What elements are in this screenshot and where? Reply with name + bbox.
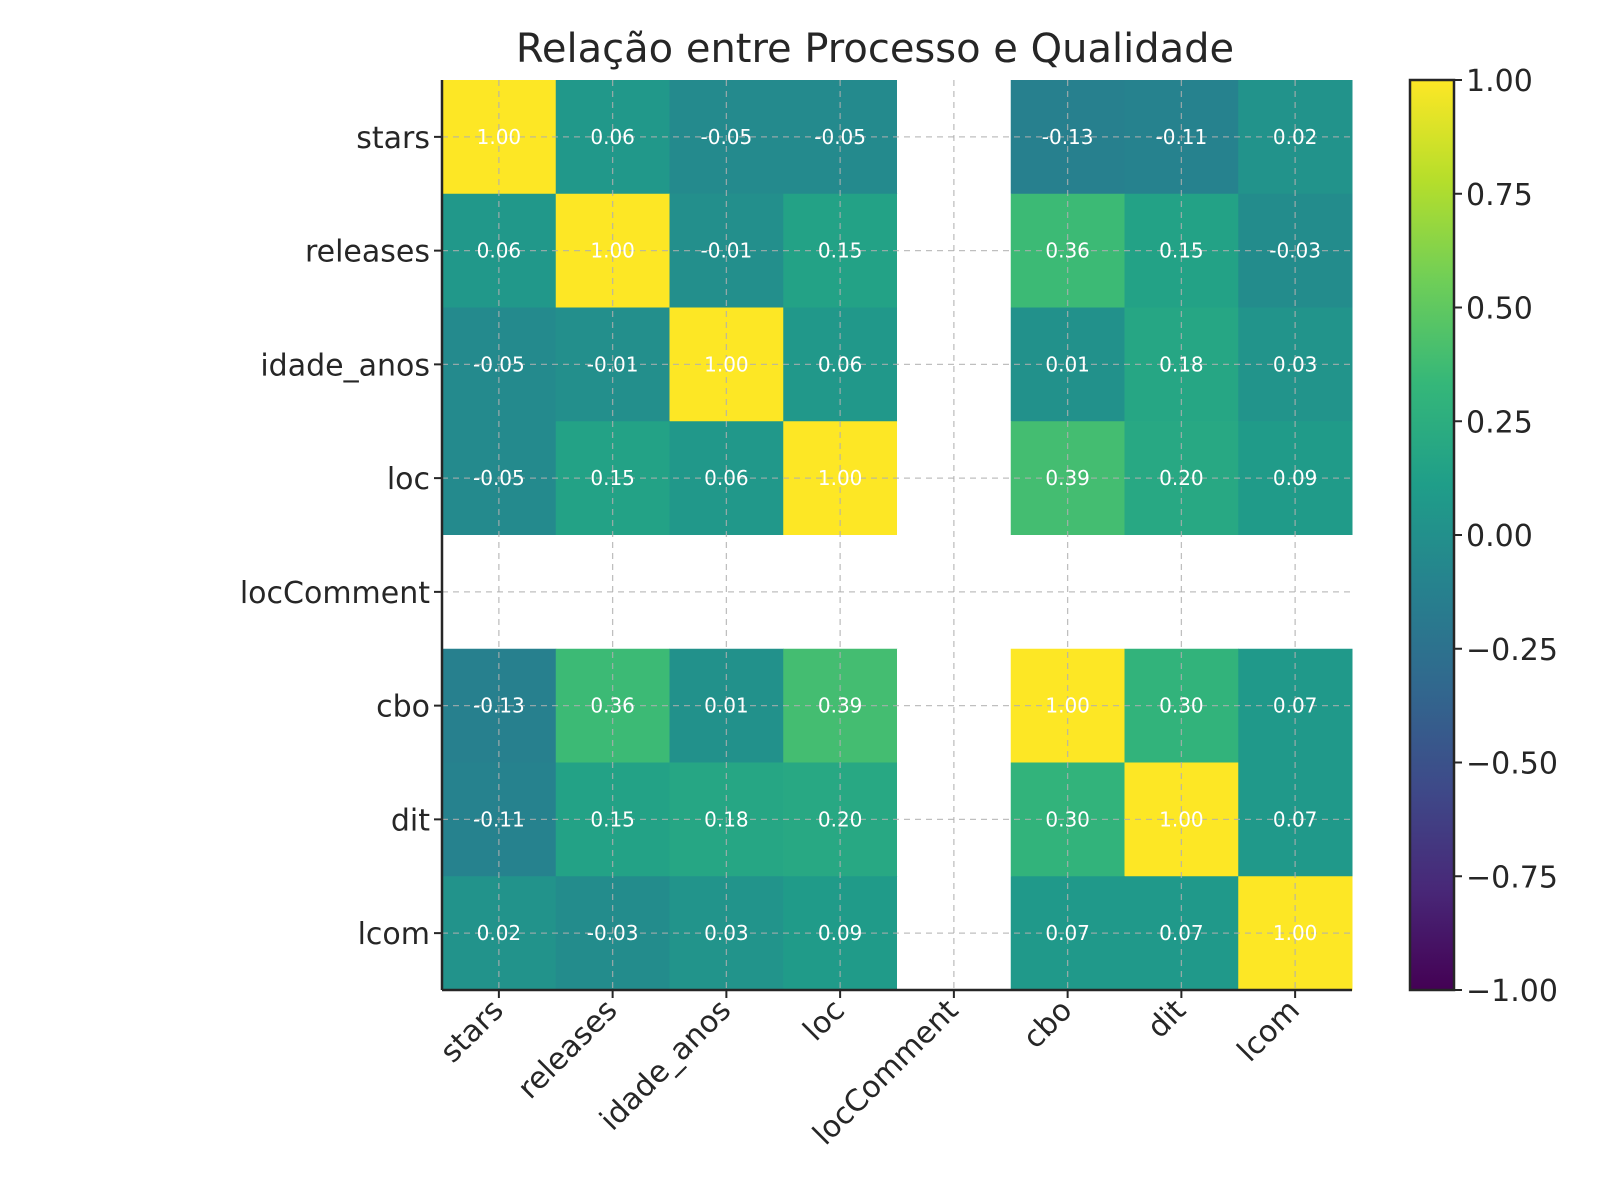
- cell-value-label: 0.09: [1273, 466, 1318, 490]
- y-tick-label: stars: [356, 121, 430, 156]
- colorbar: 1.00 0.75 0.50 0.25 0.00 −0.25 −0.50 −0.75 −1.00: [1408, 64, 1558, 1009]
- cell-value-label: -0.05: [814, 125, 866, 149]
- colorbar-gradient: [1408, 78, 1456, 992]
- cell-value-label: 0.07: [1159, 921, 1204, 945]
- cell-value-label: -0.03: [587, 921, 639, 945]
- x-tick-label: loc: [796, 993, 851, 1048]
- cell-value-label: -0.05: [701, 125, 753, 149]
- cell-value-label: 0.36: [590, 694, 635, 718]
- cell-value-label: -0.01: [587, 352, 639, 376]
- cell-value-label: 0.02: [477, 921, 522, 945]
- cell-value-label: 1.00: [477, 125, 522, 149]
- x-tick-label: lcom: [1231, 993, 1307, 1069]
- colorbar-tick-label: −0.75: [1466, 860, 1558, 895]
- grid-lines: [442, 80, 1352, 990]
- colorbar-tick-label: 0.25: [1466, 405, 1533, 440]
- cell-value-label: -0.05: [473, 352, 525, 376]
- cell-labels: 1.00 0.06 -0.05 -0.05 -0.13 -0.11 0.02 0.06 1.00…: [473, 125, 1321, 945]
- cell-value-label: 1.00: [818, 466, 863, 490]
- y-tick-label: locComment: [240, 576, 430, 611]
- y-tick-label: loc: [387, 462, 430, 497]
- cell-value-label: 0.30: [1045, 807, 1090, 831]
- x-tick-label: dit: [1141, 993, 1194, 1046]
- x-tick-label: releases: [511, 993, 624, 1106]
- colorbar-tick-label: −0.25: [1466, 633, 1558, 668]
- cell-value-label: 0.20: [1159, 466, 1204, 490]
- colorbar-tick-label: 0.75: [1466, 178, 1533, 213]
- cell-value-label: 0.39: [1045, 466, 1090, 490]
- y-tick-label: releases: [305, 235, 430, 270]
- cell-value-label: -0.03: [1269, 239, 1321, 263]
- cell-value-label: 0.02: [1273, 125, 1318, 149]
- cell-value-label: 0.18: [1159, 352, 1204, 376]
- cell-value-label: 0.18: [704, 807, 749, 831]
- cell-value-label: -0.11: [1156, 125, 1208, 149]
- cell-value-label: 0.15: [590, 466, 635, 490]
- cell-value-label: 0.36: [1045, 239, 1090, 263]
- cell-value-label: -0.01: [701, 239, 753, 263]
- cell-value-label: 0.06: [704, 466, 749, 490]
- cell-value-label: 0.20: [818, 807, 863, 831]
- cell-value-label: 0.07: [1045, 921, 1090, 945]
- cell-value-label: 1.00: [704, 352, 749, 376]
- cell-value-label: -0.11: [473, 807, 525, 831]
- cell-value-label: 0.07: [1273, 694, 1318, 718]
- cell-value-label: -0.13: [473, 694, 525, 718]
- cell-value-label: 0.39: [818, 694, 863, 718]
- x-tick-label: stars: [434, 993, 511, 1070]
- cell-value-label: 0.09: [818, 921, 863, 945]
- cell-value-label: -0.05: [473, 466, 525, 490]
- colorbar-tick-label: 0.00: [1466, 519, 1533, 554]
- cell-value-label: 0.07: [1273, 807, 1318, 831]
- colorbar-tick-label: −0.50: [1466, 747, 1558, 782]
- cell-value-label: 0.06: [818, 352, 863, 376]
- cell-value-label: 0.15: [818, 239, 863, 263]
- heatmap-cells: [442, 80, 1353, 991]
- cell-value-label: 0.06: [477, 239, 522, 263]
- cell-value-label: 1.00: [1045, 694, 1090, 718]
- chart-title: Relação entre Processo e Qualidade: [516, 26, 1234, 72]
- colorbar-tick-label: −1.00: [1466, 974, 1558, 1009]
- cell-value-label: 0.01: [1045, 352, 1090, 376]
- cell-value-label: 1.00: [590, 239, 635, 263]
- cell-value-label: 0.01: [704, 694, 749, 718]
- y-tick-label: dit: [391, 803, 430, 838]
- y-tick-label: cbo: [376, 690, 430, 725]
- x-tick-label: cbo: [1016, 993, 1079, 1056]
- y-tick-label: lcom: [358, 917, 430, 952]
- cell-value-label: 0.15: [590, 807, 635, 831]
- colorbar-tick-label: 1.00: [1466, 64, 1533, 99]
- cell-value-label: 0.06: [590, 125, 635, 149]
- cell-value-label: 0.03: [704, 921, 749, 945]
- y-tick-label: idade_anos: [260, 348, 430, 383]
- cell-value-label: -0.13: [1042, 125, 1094, 149]
- cell-value-label: 0.30: [1159, 694, 1204, 718]
- cell-value-label: 0.15: [1159, 239, 1204, 263]
- cell-value-label: 0.03: [1273, 352, 1318, 376]
- cell-value-label: 1.00: [1159, 807, 1204, 831]
- cell-value-label: 1.00: [1273, 921, 1318, 945]
- colorbar-tick-label: 0.50: [1466, 292, 1533, 327]
